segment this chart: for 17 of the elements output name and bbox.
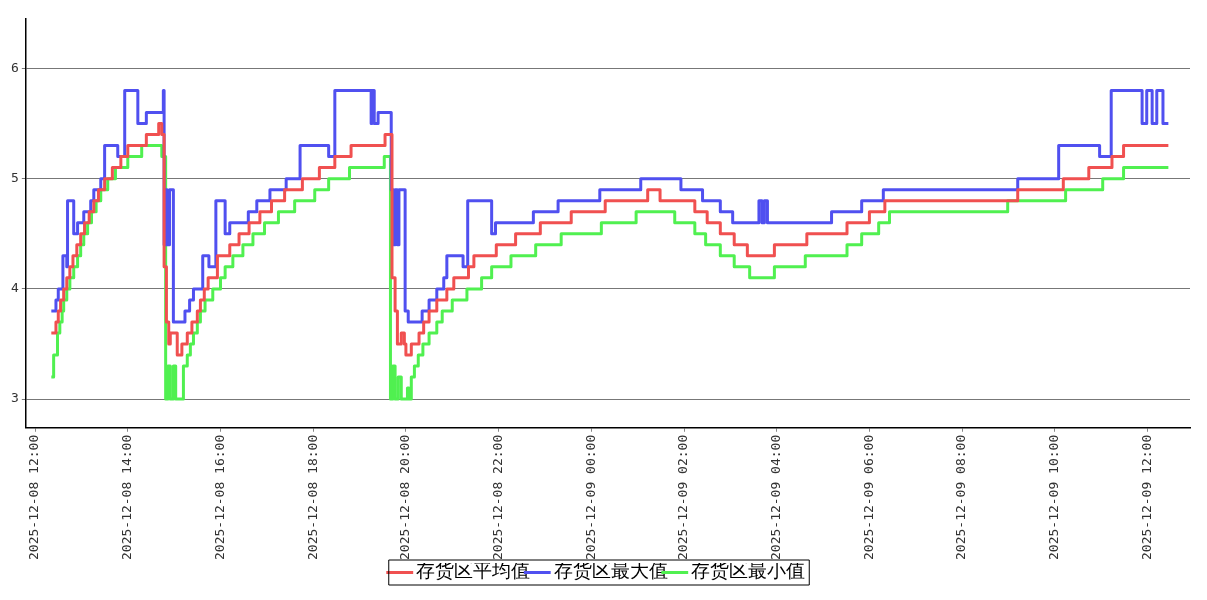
x-tick-label: 2025-12-09 12:00 (1138, 434, 1154, 561)
x-tick-label: 2025-12-09 06:00 (860, 434, 876, 561)
x-tick-label: 2025-12-08 16:00 (211, 434, 227, 561)
y-tick-label: 3 (11, 390, 19, 406)
x-tick-label: 2025-12-09 08:00 (953, 434, 969, 561)
x-tick-label: 2025-12-08 20:00 (397, 434, 413, 561)
x-tick-label: 2025-12-09 04:00 (768, 434, 784, 561)
x-tick-label: 2025-12-08 18:00 (304, 434, 320, 561)
x-tick-label: 2025-12-08 14:00 (119, 434, 135, 561)
x-tick-label: 2025-12-09 10:00 (1046, 434, 1062, 561)
y-tick-label: 4 (11, 280, 19, 296)
y-tick-label: 5 (11, 170, 19, 186)
x-tick-label: 2025-12-08 12:00 (26, 434, 42, 561)
x-tick-label: 2025-12-08 22:00 (489, 434, 505, 561)
y-tick-label: 6 (11, 59, 19, 75)
x-tick-label: 2025-12-09 02:00 (675, 434, 691, 561)
x-tick-label: 2025-12-09 00:00 (582, 434, 598, 561)
